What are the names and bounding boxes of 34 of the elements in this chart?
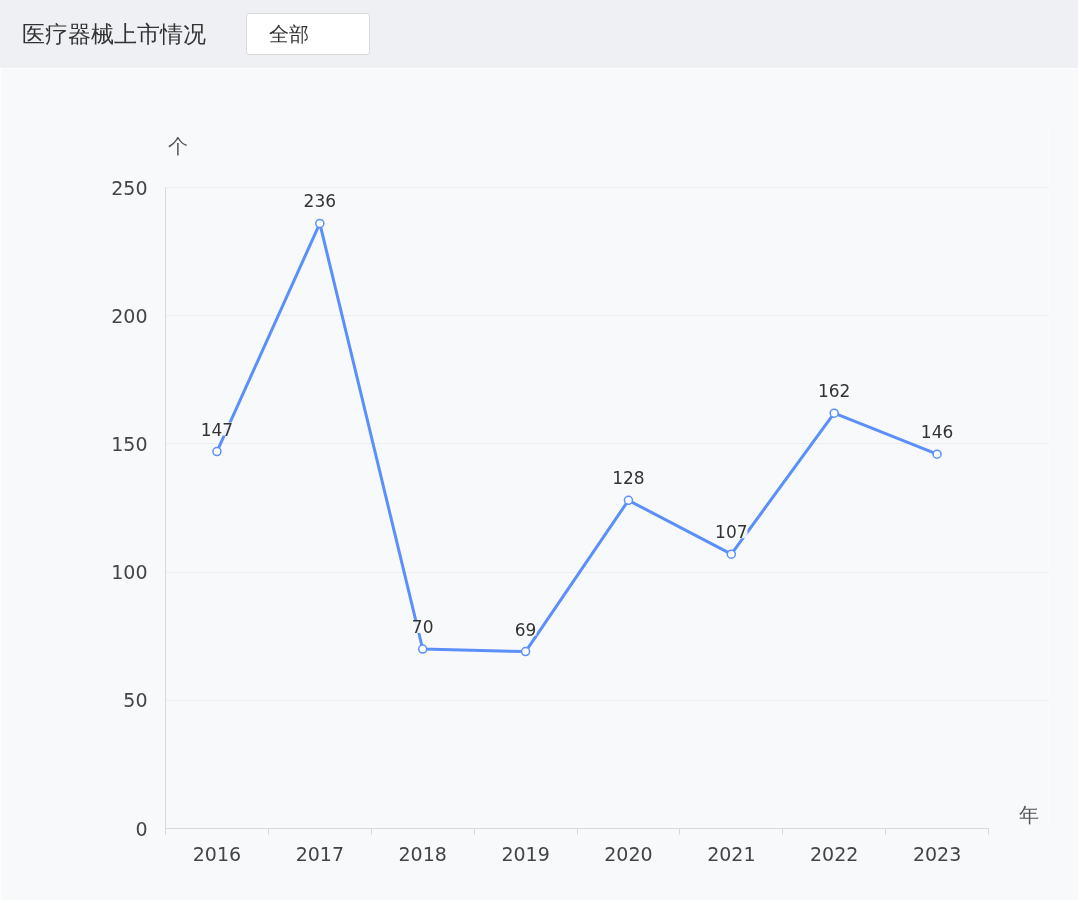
x-tick-label: 2021	[707, 842, 756, 865]
data-label: 146	[920, 422, 954, 443]
data-label: 236	[303, 191, 337, 212]
point	[212, 446, 222, 457]
data-label: 147	[200, 419, 234, 440]
data-label: 128	[612, 468, 645, 489]
x-tick-label: 2016	[192, 842, 242, 865]
data-label: 69	[514, 619, 537, 640]
y-tick-label: 0	[135, 817, 148, 840]
x-tick-label: 2022	[810, 842, 859, 865]
chart-title: 医疗器械上市情况	[22, 19, 206, 49]
data-label: 162	[817, 381, 851, 402]
y-tick-label: 150	[111, 432, 148, 455]
y-tick-label: 100	[111, 561, 148, 584]
y-tick-label: 50	[123, 689, 148, 712]
x-tick-label: 2017	[295, 842, 344, 865]
data-label: 107	[715, 522, 748, 543]
data-label: 70	[411, 617, 434, 638]
point	[932, 449, 942, 459]
point	[417, 644, 428, 654]
point	[829, 408, 839, 418]
x-tick-label: 2019	[501, 842, 550, 865]
x-tick-label: 2023	[912, 842, 962, 865]
point	[315, 218, 325, 229]
x-axis-title: 年	[1018, 802, 1039, 827]
text: 全部	[246, 12, 370, 56]
x-tick-label: 2018	[398, 842, 447, 865]
point	[726, 549, 737, 559]
y-tick-label: 250	[111, 176, 148, 199]
x-tick-label: 2020	[604, 842, 653, 865]
y-tick-label: 200	[111, 304, 148, 327]
point	[623, 495, 634, 506]
y-axis-title: 个	[167, 133, 188, 158]
point	[520, 646, 531, 657]
